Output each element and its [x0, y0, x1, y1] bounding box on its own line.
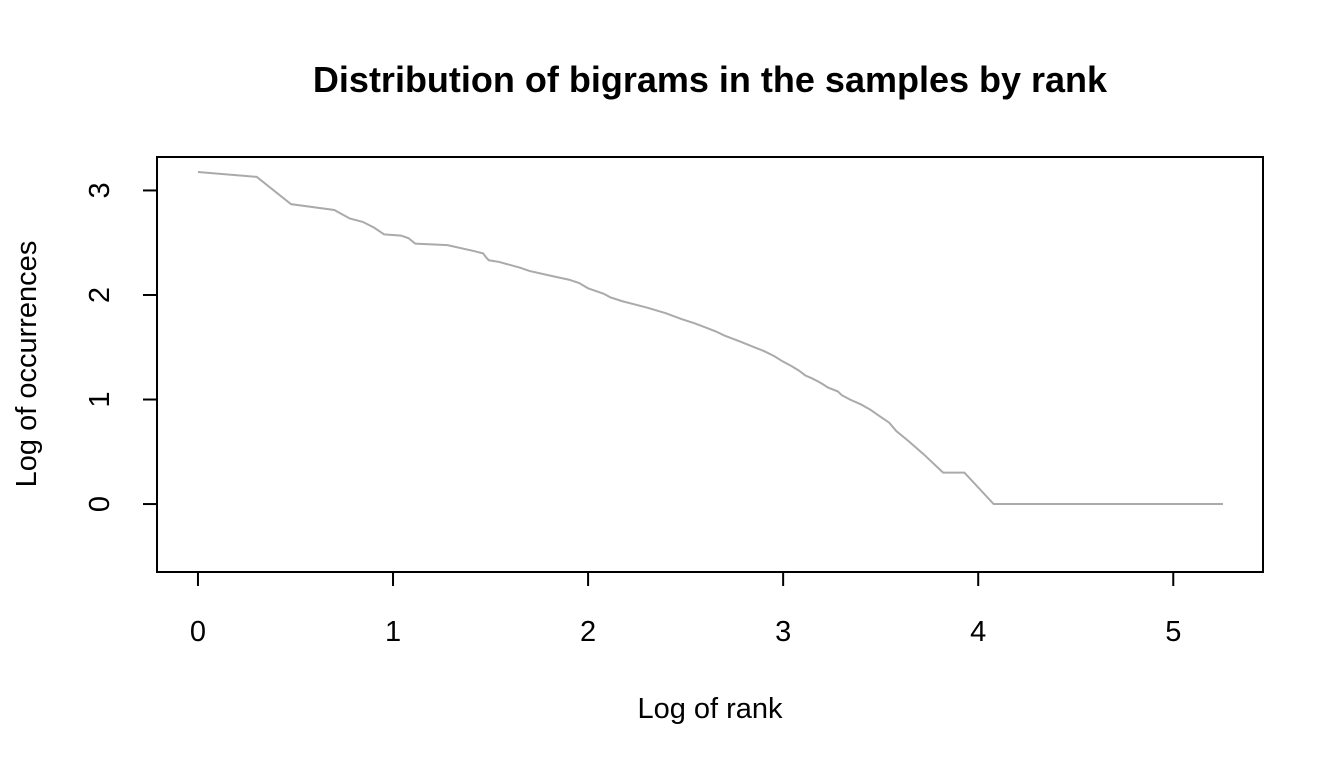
y-axis: 0 1 2 3: [84, 182, 158, 512]
y-tick-label: 2: [84, 287, 116, 303]
chart-title: Distribution of bigrams in the samples b…: [313, 59, 1108, 100]
y-tick-label: 0: [84, 496, 116, 512]
x-tick-label: 0: [190, 616, 206, 648]
x-tick-label: 4: [970, 616, 986, 648]
series-line: [197, 171, 1224, 506]
x-tick-label: 3: [775, 616, 791, 648]
x-tick-label: 2: [580, 616, 596, 648]
x-tick-label: 5: [1165, 616, 1181, 648]
x-axis-label: Log of rank: [637, 693, 783, 725]
y-tick-label: 1: [84, 391, 116, 407]
y-axis-label: Log of occurrences: [11, 241, 43, 488]
x-tick-label: 1: [385, 616, 401, 648]
plot-area: [197, 171, 1224, 506]
plot-frame: [156, 156, 1264, 573]
x-axis: 0 1 2 3 4 5: [190, 571, 1181, 648]
y-tick-label: 3: [84, 182, 116, 198]
